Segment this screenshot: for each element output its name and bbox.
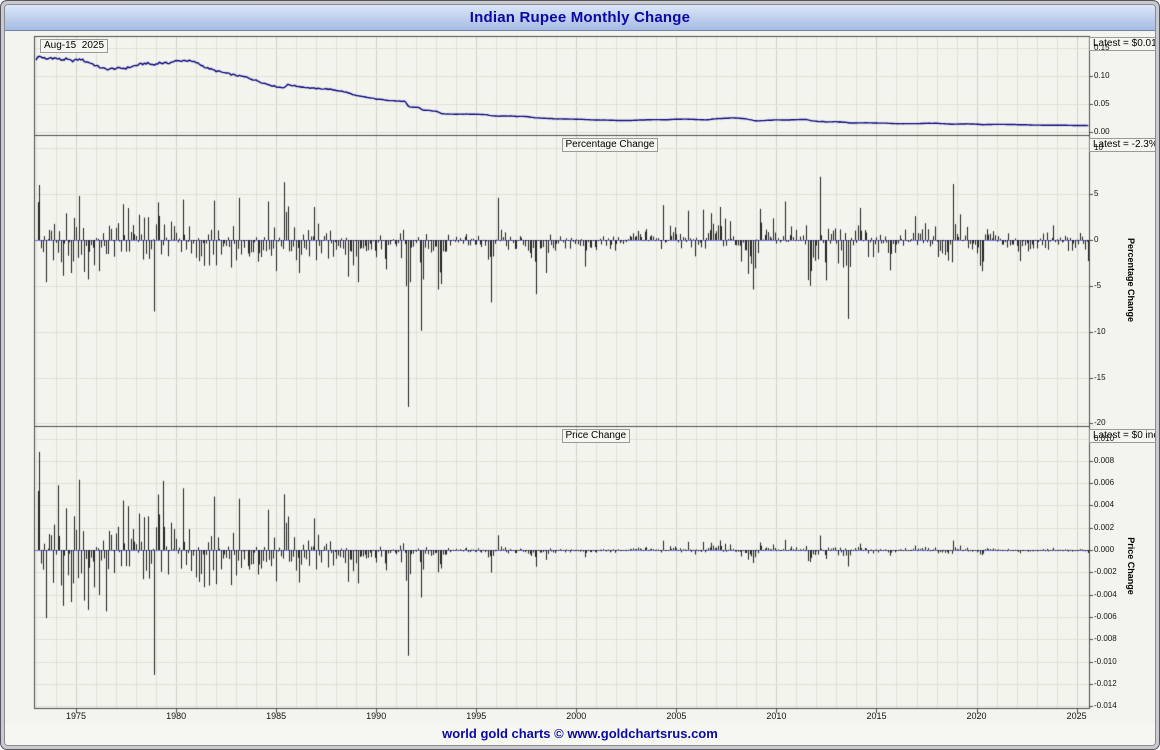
title-bar: Indian Rupee Monthly Change bbox=[5, 5, 1155, 31]
page-title: Indian Rupee Monthly Change bbox=[469, 9, 691, 26]
price-and-change-chart bbox=[5, 31, 1155, 723]
footer-credit: world gold charts © www.goldchartsrus.co… bbox=[5, 722, 1155, 745]
chart-region: Aug-15 2025 Latest = $0.01 price Percent… bbox=[5, 31, 1155, 723]
chart-window: Indian Rupee Monthly Change Aug-15 2025 … bbox=[4, 4, 1156, 746]
